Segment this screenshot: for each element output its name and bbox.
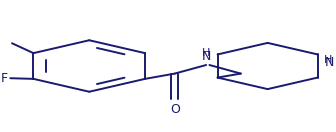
Text: H: H (202, 48, 210, 58)
Text: N: N (324, 56, 334, 69)
Text: O: O (170, 103, 180, 116)
Text: F: F (1, 72, 8, 85)
Text: N: N (202, 50, 211, 63)
Text: H: H (324, 55, 333, 65)
